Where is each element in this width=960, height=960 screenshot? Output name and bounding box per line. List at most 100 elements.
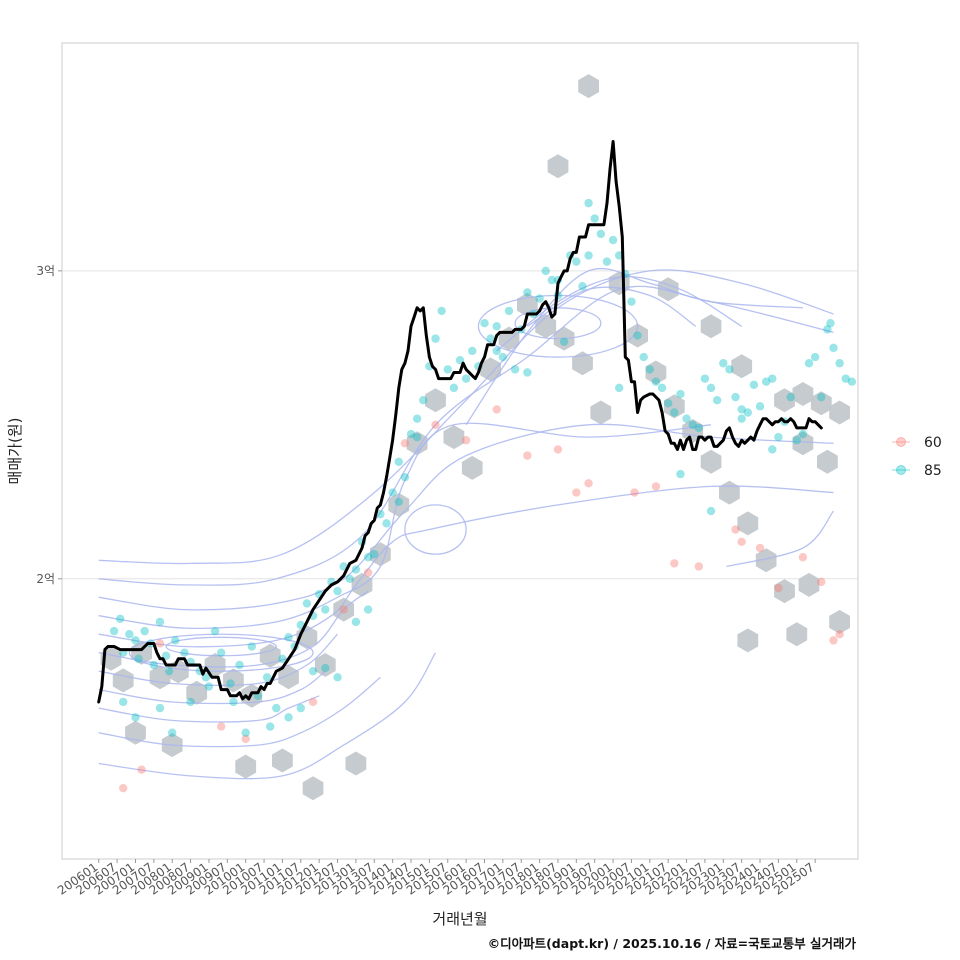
scatter-point-60 <box>461 436 471 445</box>
scatter-point-85 <box>388 488 397 497</box>
scatter-point-60 <box>217 722 226 731</box>
density-contour-ring <box>165 636 277 657</box>
scatter-point-85 <box>217 648 226 657</box>
scatter-point-85 <box>480 319 489 328</box>
scatter-point-85 <box>461 374 471 383</box>
scatter-point-85 <box>210 626 220 636</box>
scatter-point-60 <box>670 559 679 568</box>
scatter-point-60 <box>363 568 373 577</box>
scatter-point-60 <box>774 583 783 593</box>
plot-panel <box>61 42 859 860</box>
scatter-point-85 <box>241 728 250 737</box>
scatter-point-85 <box>296 703 305 713</box>
hexbin <box>406 431 428 456</box>
hexbin <box>792 431 814 456</box>
density-contour <box>726 510 835 568</box>
scatter-point-85 <box>400 472 410 482</box>
scatter-point-85 <box>363 605 373 614</box>
scatter-point-85 <box>737 405 746 414</box>
density-contour <box>98 670 326 705</box>
scatter-point-60 <box>119 783 128 793</box>
hexbin <box>798 572 820 597</box>
density-contour <box>98 423 834 611</box>
density-contour <box>98 590 369 668</box>
scatter-point-60 <box>731 525 740 534</box>
scatter-point-85 <box>535 294 544 303</box>
scatter-point-85 <box>841 374 850 383</box>
legend-label-85: 85 <box>924 463 942 479</box>
gridlines <box>62 270 858 580</box>
scatter-point-85 <box>670 408 679 417</box>
legend-item-60[interactable]: 60 <box>892 435 942 451</box>
scatter-point-85 <box>168 728 177 737</box>
scatter-point-85 <box>682 414 691 423</box>
trend-line-layer <box>97 140 823 704</box>
y-tick-label: 2억 <box>36 572 55 586</box>
hexbin <box>700 314 722 339</box>
hexbin <box>817 449 838 474</box>
scatter-point-85 <box>817 392 826 402</box>
hexbin <box>700 449 722 474</box>
scatter-point-85 <box>302 599 312 608</box>
scatter-point-85 <box>437 306 446 316</box>
scatter-point-85 <box>265 722 275 731</box>
density-contour <box>496 275 743 352</box>
scatter-point-85 <box>278 654 287 664</box>
scatter-point-85 <box>204 682 214 691</box>
scatter-point-85 <box>235 660 244 670</box>
scatter-point-85 <box>706 383 716 393</box>
scatter-point-85 <box>725 365 734 374</box>
hexbin <box>535 314 557 339</box>
scatter-point-85 <box>761 377 771 386</box>
scatter-point-85 <box>663 399 673 408</box>
hexbin <box>578 74 599 99</box>
scatter-point-85 <box>523 288 532 297</box>
scatter-point-85 <box>486 334 495 343</box>
scatter-point-85 <box>615 383 624 393</box>
scatter-point-85 <box>572 257 581 266</box>
scatter-point-60 <box>737 537 746 547</box>
hexbin <box>572 351 593 376</box>
density-contour <box>98 269 834 565</box>
hexbin <box>737 628 759 653</box>
legend: 60 85 <box>892 435 942 479</box>
hexbin <box>388 492 410 517</box>
hexbin <box>737 511 759 536</box>
hexbin <box>480 357 501 382</box>
hexbin <box>302 776 324 801</box>
scatter-point-85 <box>676 389 685 399</box>
scatter-point-85 <box>308 666 318 676</box>
scatter-point-85 <box>694 423 703 433</box>
scatter-point-85 <box>639 352 648 362</box>
scatter-point-85 <box>498 352 508 362</box>
scatter-point-60 <box>694 562 703 571</box>
scatter-point-85 <box>406 429 416 439</box>
scatter-point-85 <box>798 429 808 439</box>
legend-key-dot-85 <box>896 465 906 475</box>
legend-item-85[interactable]: 85 <box>892 463 942 479</box>
scatter-point-85 <box>131 636 140 645</box>
scatter-point-85 <box>419 395 428 405</box>
scatter-point-85 <box>468 346 477 356</box>
hexbin <box>786 622 808 647</box>
scatter-point-85 <box>627 297 636 306</box>
scatter-point-85 <box>633 331 642 340</box>
scatter-point-60 <box>308 697 318 707</box>
scatter-point-85 <box>125 630 134 639</box>
scatter-point-85 <box>657 383 667 393</box>
scatter-point-85 <box>155 617 165 627</box>
hexbin <box>829 609 850 634</box>
scatter-point-85 <box>115 614 125 624</box>
scatter-point-85 <box>602 257 612 266</box>
hexbin <box>810 391 832 416</box>
scatter-point-85 <box>829 343 838 353</box>
scatter-point-85 <box>229 697 238 707</box>
scatter-point-85 <box>272 703 281 713</box>
legend-key-dot-60 <box>896 437 906 447</box>
scatter-point-85 <box>382 519 391 528</box>
scatter-point-85 <box>226 679 235 688</box>
x-axis-title: 거래년월 <box>432 910 487 928</box>
scatter-point-85 <box>737 414 746 423</box>
hexbin <box>272 748 293 773</box>
scatter-point-85 <box>847 377 857 386</box>
